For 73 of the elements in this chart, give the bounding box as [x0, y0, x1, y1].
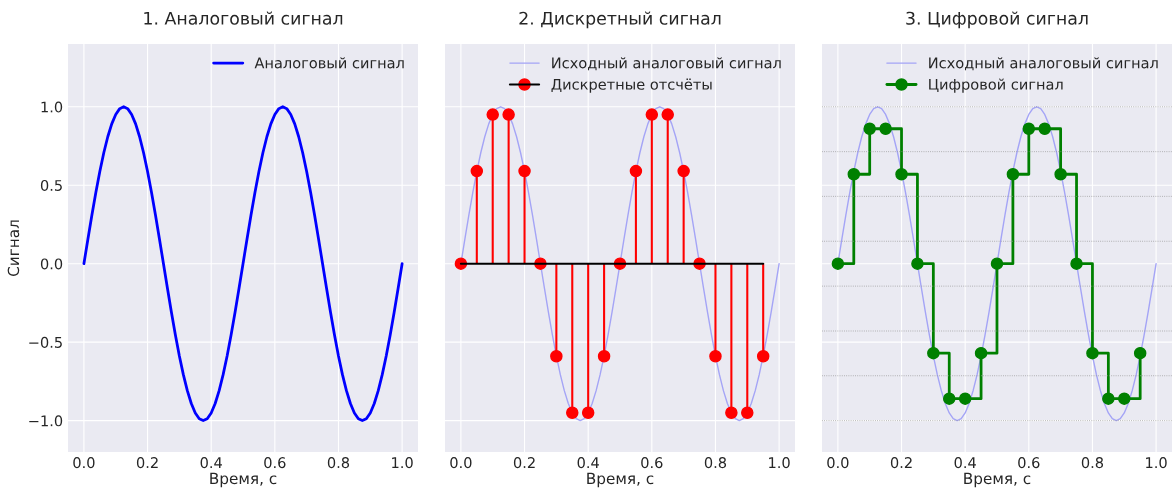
- point: [1022, 122, 1036, 135]
- x-tick-label: 0.8: [1081, 457, 1104, 469]
- point: [597, 350, 611, 363]
- point: [470, 164, 484, 178]
- x-tick-label: 1.0: [392, 457, 413, 469]
- point: [879, 122, 892, 135]
- point: [502, 108, 515, 121]
- point: [741, 406, 754, 420]
- x-tick-label: 0.4: [577, 457, 599, 469]
- point: [1054, 167, 1067, 181]
- point: [1038, 122, 1051, 135]
- point: [629, 164, 643, 178]
- chart-title: 2. Дискретный сигнал: [519, 11, 721, 29]
- point: [566, 406, 579, 420]
- point: [831, 257, 845, 270]
- y-tick-label: 0.5: [40, 179, 62, 191]
- y-tick-label: 0.0: [40, 258, 63, 270]
- x-tick-label: 0.8: [704, 457, 727, 469]
- point: [486, 108, 499, 121]
- point: [677, 164, 690, 178]
- y-tick-label: 1.0: [41, 101, 63, 113]
- chart-title: 1. Аналоговый сигнал: [144, 11, 343, 25]
- point: [725, 406, 738, 420]
- x-tick-label: 0.2: [890, 457, 912, 469]
- x-axis-title: Время, с: [210, 472, 277, 488]
- point: [518, 164, 531, 178]
- legend-label: Исходный аналоговый сигнал: [552, 57, 781, 71]
- point: [1102, 392, 1115, 405]
- legend-label: Исходный аналоговый сигнал: [929, 57, 1158, 71]
- point: [847, 167, 861, 181]
- point: [974, 346, 988, 360]
- x-axis-title: Время, с: [587, 472, 654, 488]
- y-tick-label: −0.5: [29, 336, 62, 348]
- legend-label: Цифровой сигнал: [929, 78, 1063, 93]
- point: [1006, 167, 1020, 181]
- x-tick-label: 0.0: [827, 457, 849, 469]
- x-tick-label: 0.0: [73, 457, 95, 469]
- point: [927, 346, 940, 360]
- x-tick-label: 0.0: [450, 457, 472, 469]
- point: [709, 350, 722, 363]
- point: [1133, 346, 1147, 360]
- chart-title: 3. Цифровой сигнал: [906, 11, 1088, 29]
- x-tick-label: 1.0: [1146, 457, 1167, 469]
- x-tick-label: 0.6: [641, 457, 663, 469]
- point: [1118, 392, 1131, 405]
- point: [958, 392, 972, 405]
- point: [550, 350, 563, 363]
- point: [645, 108, 659, 121]
- point: [1086, 346, 1099, 360]
- x-tick-label: 0.8: [327, 457, 350, 469]
- point: [911, 257, 924, 270]
- legend-label: Дискретные отсчёты: [551, 78, 712, 93]
- point: [863, 122, 876, 135]
- y-axis-title: Сигнал: [7, 220, 20, 277]
- x-axis-title: Время, с: [964, 472, 1031, 488]
- x-tick-label: 1.0: [769, 457, 790, 469]
- point: [581, 406, 595, 420]
- point: [990, 257, 1004, 270]
- line-series: [82, 105, 404, 423]
- x-tick-label: 0.6: [264, 457, 286, 469]
- x-tick-label: 0.6: [1018, 457, 1040, 469]
- point: [895, 167, 908, 181]
- x-tick-label: 0.2: [513, 457, 535, 469]
- y-tick-label: −1.0: [29, 415, 63, 427]
- x-tick-label: 0.2: [136, 457, 158, 469]
- point: [454, 257, 468, 270]
- point: [943, 392, 956, 405]
- point: [756, 350, 770, 363]
- x-tick-label: 0.4: [954, 457, 976, 469]
- point: [1070, 257, 1083, 270]
- x-tick-label: 0.4: [200, 457, 222, 469]
- legend-label: Аналоговый сигнал: [254, 57, 404, 69]
- point: [661, 108, 674, 121]
